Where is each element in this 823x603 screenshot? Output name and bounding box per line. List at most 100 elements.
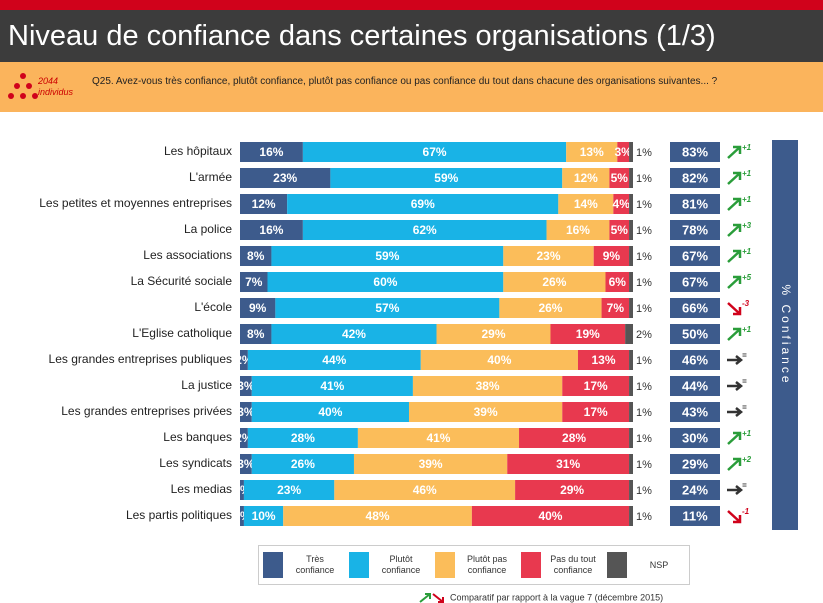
data-label: 29% <box>481 327 505 341</box>
data-label: 42% <box>342 327 366 341</box>
bar-segment <box>629 376 633 396</box>
bar-segment <box>507 454 630 474</box>
confidence-label: 67% <box>682 274 708 289</box>
category-label: Les medias <box>171 482 232 496</box>
bar-segment <box>629 246 633 266</box>
bar-segment <box>287 194 559 214</box>
change-label: -1 <box>742 507 750 516</box>
confidence-box <box>670 246 720 266</box>
data-label: 3% <box>615 145 633 159</box>
data-label: 23% <box>277 483 301 497</box>
change-arrow <box>727 249 742 263</box>
data-label: 23% <box>273 171 297 185</box>
legend-swatch <box>607 552 627 578</box>
bar-segment <box>302 220 547 240</box>
confidence-label: 29% <box>682 456 708 471</box>
bar-segment <box>240 298 276 318</box>
change-arrow <box>727 145 742 159</box>
data-label: 48% <box>366 509 390 523</box>
confidence-label: 78% <box>682 222 708 237</box>
bar-segment <box>562 168 610 188</box>
bar-segment <box>240 402 252 422</box>
category-label: Les grandes entreprises publiques <box>49 352 232 366</box>
data-label: 59% <box>434 171 458 185</box>
change-arrow <box>727 407 744 417</box>
category-label: Les grandes entreprises privées <box>61 404 232 418</box>
bar-segment <box>629 506 633 526</box>
data-label: 67% <box>423 145 447 159</box>
bar-segment <box>240 376 252 396</box>
bar-segment <box>357 428 520 448</box>
bar-segment <box>243 506 284 526</box>
confidence-label: 11% <box>682 508 708 523</box>
data-label: 31% <box>556 457 580 471</box>
confidence-box <box>670 402 720 422</box>
legend-swatch <box>263 552 283 578</box>
change-label: = <box>742 351 747 360</box>
data-label: 40% <box>487 353 511 367</box>
data-label: 1% <box>636 381 652 393</box>
bar-segment <box>629 350 633 370</box>
data-label: 16% <box>259 223 283 237</box>
bar-segment <box>271 324 437 344</box>
data-label: 14% <box>574 197 598 211</box>
data-label: 12% <box>574 171 598 185</box>
top-band <box>0 0 823 10</box>
change-arrow <box>727 381 744 391</box>
data-label: 41% <box>320 379 344 393</box>
bar-segment <box>629 272 633 292</box>
bar-segment <box>247 428 358 448</box>
data-label: 5% <box>611 223 629 237</box>
confidence-label: 30% <box>682 430 708 445</box>
data-label: 1% <box>636 225 652 237</box>
bar-segment <box>247 350 421 370</box>
confidence-band <box>772 140 798 530</box>
confidence-box <box>670 506 720 526</box>
data-label: 9% <box>249 301 267 315</box>
change-label: = <box>742 377 747 386</box>
legend: Très confiance Plutôt confiance Plutôt pas… <box>258 545 690 585</box>
bar-segment <box>412 376 563 396</box>
confidence-box <box>670 272 720 292</box>
data-label: 1% <box>636 303 652 315</box>
chart-title: Niveau de confiance dans certaines organ… <box>0 10 823 62</box>
bar-segment <box>503 246 594 266</box>
bar-segment <box>629 194 633 214</box>
bar-segment <box>408 402 563 422</box>
bar-segment <box>605 272 630 292</box>
data-label: 40% <box>538 509 562 523</box>
bar-segment <box>240 220 303 240</box>
data-label: 1% <box>636 173 652 185</box>
category-label: Les syndicats <box>159 456 232 470</box>
bar-segment <box>240 272 268 292</box>
bar-segment <box>240 480 244 500</box>
change-arrow <box>727 223 742 237</box>
change-arrow <box>727 457 742 471</box>
bar-segment <box>240 194 288 214</box>
bar-segment <box>420 350 578 370</box>
legend-swatch <box>349 552 369 578</box>
data-label: 28% <box>562 431 586 445</box>
data-label: 40% <box>318 405 342 419</box>
data-label: 62% <box>413 223 437 237</box>
legend-label: Plutôt pas confiance <box>466 554 508 575</box>
confidence-box <box>670 220 720 240</box>
bar-segment <box>515 480 630 500</box>
data-label: 60% <box>373 275 397 289</box>
data-label: 46% <box>413 483 437 497</box>
bar-segment <box>240 168 331 188</box>
confidence-label: 44% <box>682 378 708 393</box>
bar-segment <box>240 428 248 448</box>
data-label: 1% <box>636 199 652 211</box>
data-label: 10% <box>252 509 276 523</box>
data-label: 26% <box>291 457 315 471</box>
data-label: 6% <box>609 275 627 289</box>
confidence-box <box>670 194 720 214</box>
bar-segment <box>240 350 248 370</box>
bar-segment <box>629 220 633 240</box>
change-arrow <box>727 275 742 289</box>
bar-segment <box>471 506 630 526</box>
bar-segment <box>562 402 630 422</box>
bar-segment <box>503 272 606 292</box>
data-label: 7% <box>607 301 625 315</box>
